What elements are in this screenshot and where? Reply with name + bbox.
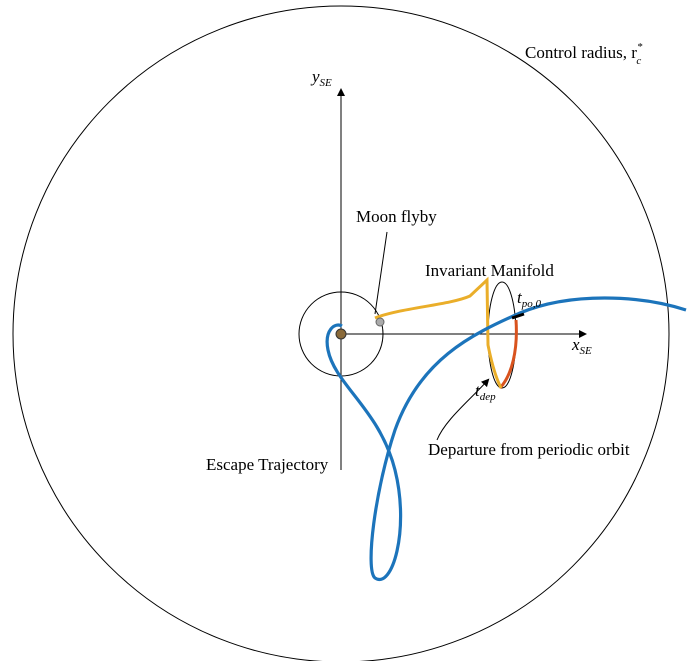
moon-flyby-label: Moon flyby bbox=[356, 207, 437, 226]
orbit-arc bbox=[500, 320, 516, 388]
label-text: Control radius, r bbox=[525, 43, 637, 62]
moon bbox=[376, 318, 384, 326]
x-axis-label: xSE bbox=[571, 335, 592, 357]
t-dep-label: tdep bbox=[475, 381, 496, 403]
label-sub: SE bbox=[320, 77, 333, 89]
manifold-label: Invariant Manifold bbox=[425, 261, 554, 280]
y-axis-label: ySE bbox=[310, 67, 332, 89]
label-text: y bbox=[310, 67, 320, 86]
moon-leader bbox=[375, 232, 387, 314]
label-sub: SE bbox=[580, 345, 593, 357]
label-sup: * bbox=[637, 41, 643, 53]
periodic-orbit bbox=[488, 282, 516, 388]
escape-trajectory bbox=[327, 298, 686, 580]
earth bbox=[336, 329, 346, 339]
departure-leader bbox=[437, 380, 488, 440]
label-sub: dep bbox=[480, 391, 496, 403]
diagram: Control radius, r*c ySE xSE Moon flyby I… bbox=[0, 0, 696, 661]
control-radius-label: Control radius, r* c bbox=[525, 41, 643, 67]
escape-label: Escape Trajectory bbox=[206, 455, 329, 474]
departure-label: Departure from periodic orbit bbox=[428, 440, 630, 459]
label-sub: c bbox=[636, 55, 641, 67]
t-po-label: tpo,0 bbox=[517, 288, 541, 310]
label-sub: po,0 bbox=[521, 298, 542, 310]
